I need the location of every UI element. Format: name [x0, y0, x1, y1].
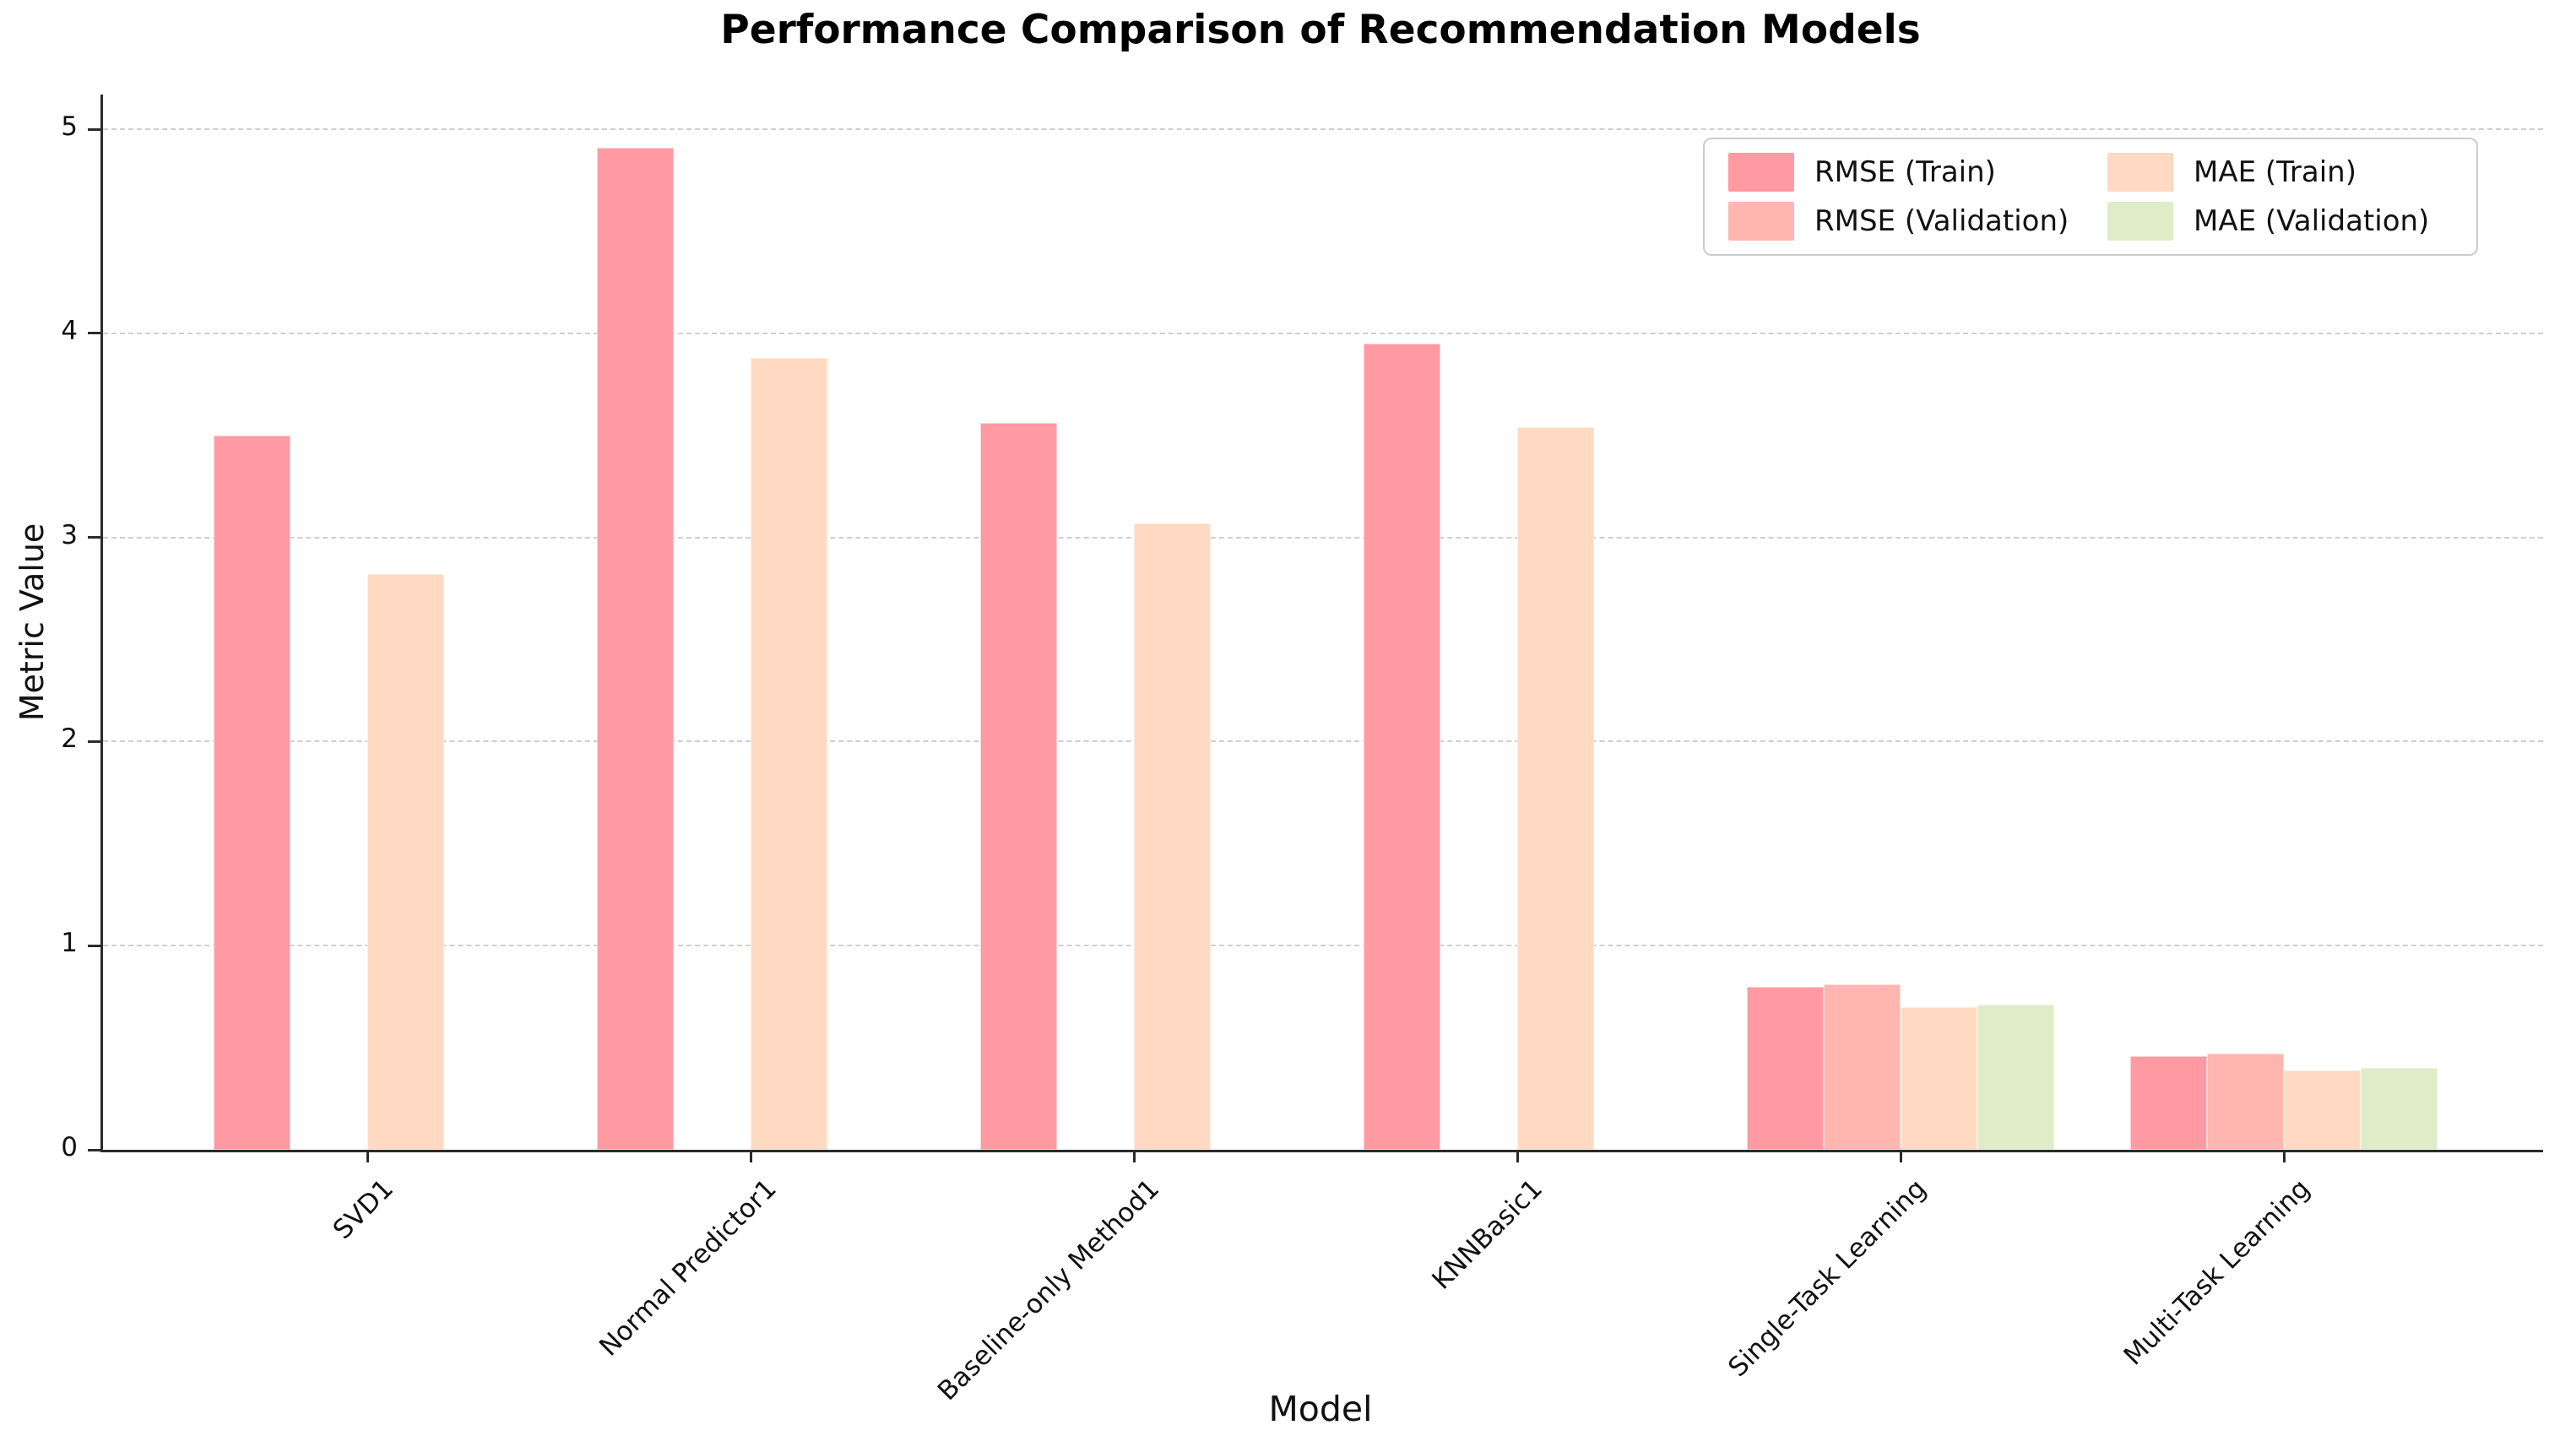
y-tick-label: 0	[61, 1132, 78, 1162]
bar-mae-validation-5	[1977, 1005, 2054, 1150]
bar-rmse-train-6	[2130, 1055, 2207, 1150]
legend: RMSE (Train) RMSE (Validation) MAE (Train)…	[1703, 138, 2478, 256]
plot-area: 0 1 2 3 4 5 SVD1 Normal Predictor1 Baseline-only…	[61, 95, 2543, 1406]
x-tick-label: SVD1	[327, 1173, 399, 1246]
y-tick-mark	[88, 944, 100, 947]
bar-mae-train-3	[1134, 523, 1211, 1150]
bar-rmse-train-4	[1364, 343, 1440, 1150]
legend-item: RMSE (Train)	[1728, 153, 2074, 192]
y-axis-label: Metric Value	[14, 523, 51, 722]
x-tick-label: Normal Predictor1	[593, 1173, 783, 1363]
legend-label: RMSE (Train)	[1814, 155, 1996, 189]
x-tick-label: Single-Task Learning	[1722, 1173, 1933, 1384]
y-tick-label: 5	[61, 111, 78, 143]
y-tick-mark	[88, 536, 100, 539]
y-tick-label: 2	[61, 723, 78, 755]
gridline	[103, 740, 2543, 743]
x-tick-mark	[1132, 1150, 1136, 1162]
legend-item: MAE (Train)	[2107, 153, 2453, 192]
chart-title: Performance Comparison of Recommendation…	[720, 7, 1921, 53]
bar-rmse-validation-5	[1824, 984, 1901, 1150]
x-tick-mark	[1899, 1150, 1902, 1162]
bar-rmse-train-3	[980, 423, 1057, 1150]
legend-swatch-icon	[2107, 202, 2173, 241]
gridline	[103, 945, 2543, 947]
x-tick-mark	[749, 1150, 752, 1162]
bar-rmse-train-2	[597, 147, 674, 1150]
gridline	[103, 536, 2543, 539]
x-tick-mark	[2282, 1150, 2286, 1162]
legend-label: MAE (Train)	[2194, 155, 2356, 189]
legend-swatch-icon	[1728, 202, 1794, 241]
bar-rmse-train-5	[1747, 986, 1824, 1150]
legend-label: RMSE (Validation)	[1814, 204, 2069, 238]
bar-mae-train-1	[367, 574, 444, 1150]
legend-swatch-icon	[2107, 153, 2173, 192]
x-tick-mark	[1516, 1150, 1519, 1162]
x-tick-label: KNNBasic1	[1426, 1173, 1549, 1296]
y-tick-mark	[88, 740, 100, 743]
legend-item: RMSE (Validation)	[1728, 202, 2074, 241]
y-tick-label: 1	[61, 928, 78, 959]
y-tick-mark	[88, 332, 100, 335]
legend-item: MAE (Validation)	[2107, 202, 2453, 241]
x-tick-label: Multi-Task Learning	[2118, 1173, 2316, 1372]
x-tick-mark	[366, 1150, 369, 1162]
bar-mae-train-5	[1901, 1006, 1977, 1150]
legend-label: MAE (Validation)	[2194, 204, 2430, 238]
legend-swatch-icon	[1728, 153, 1794, 192]
x-axis-label: Model	[1268, 1389, 1373, 1429]
y-tick-mark	[88, 1148, 100, 1151]
x-tick-label: Baseline-only Method1	[932, 1173, 1166, 1407]
bar-rmse-train-1	[214, 435, 290, 1150]
bar-rmse-validation-6	[2207, 1054, 2284, 1150]
y-tick-mark	[88, 127, 100, 131]
bar-mae-validation-6	[2361, 1068, 2438, 1150]
y-tick-label: 3	[61, 519, 78, 550]
bar-mae-train-6	[2284, 1070, 2361, 1150]
y-tick-label: 4	[61, 315, 78, 346]
bar-mae-train-4	[1517, 427, 1594, 1150]
gridline	[103, 332, 2543, 334]
gridline	[103, 128, 2543, 131]
bar-mae-train-2	[751, 357, 827, 1150]
